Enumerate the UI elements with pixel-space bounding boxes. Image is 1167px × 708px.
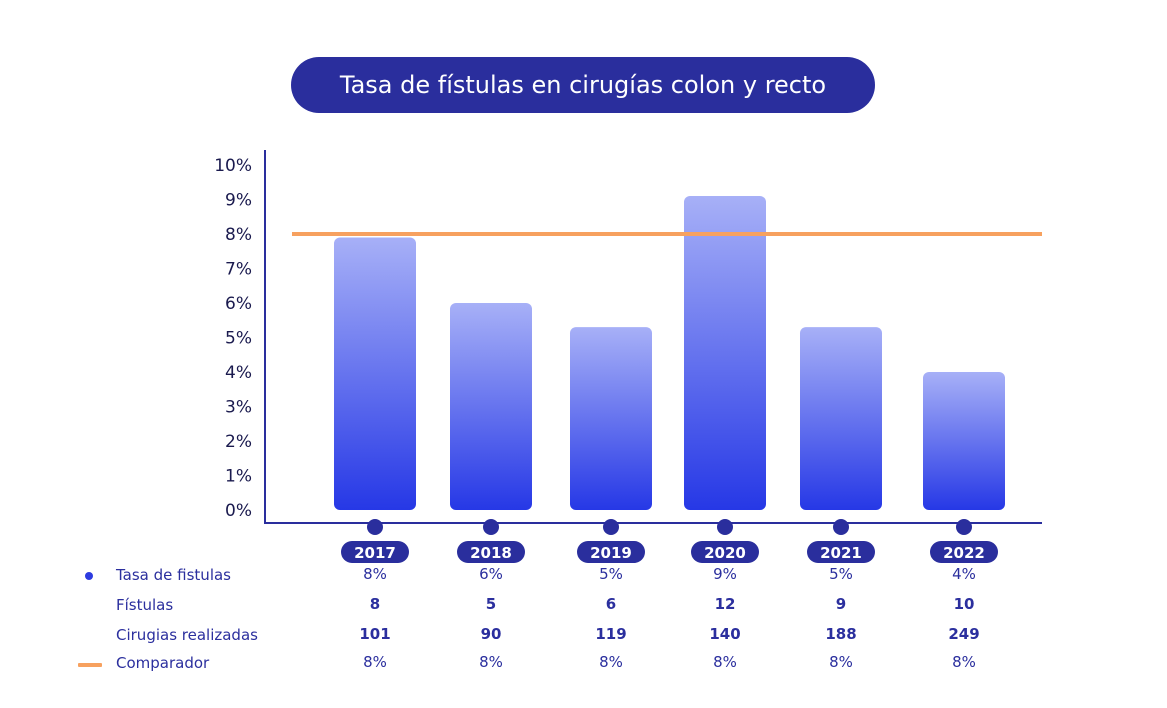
table-cell: 119 <box>595 625 627 643</box>
table-cell: 12 <box>714 595 736 613</box>
table-cell: 5% <box>829 565 853 583</box>
legend-dot-tasa <box>85 572 93 580</box>
table-cell: 140 <box>709 625 741 643</box>
table-cell: 5 <box>485 595 497 613</box>
year-pill-2019 <box>577 541 645 563</box>
x-axis-dot-2021 <box>833 519 849 535</box>
table-cell: 4% <box>952 565 976 583</box>
table-cell: 5% <box>599 565 623 583</box>
x-axis-dot-2019 <box>603 519 619 535</box>
year-pill-2022 <box>930 541 998 563</box>
x-tick-label: 2021 <box>820 544 862 562</box>
y-tick-label: 9% <box>225 191 252 211</box>
bar-2021 <box>800 327 882 510</box>
x-tick-label: 2020 <box>704 544 746 562</box>
y-tick-label: 2% <box>225 432 252 452</box>
x-tick-label: 2019 <box>590 544 632 562</box>
bar-2018 <box>450 303 532 510</box>
x-axis-dot-2018 <box>483 519 499 535</box>
year-pill-2021 <box>807 541 875 563</box>
table-cell: 9 <box>835 595 847 613</box>
table-cell: 249 <box>948 625 980 643</box>
table-cell: 101 <box>359 625 391 643</box>
table-cell: 8% <box>363 653 387 671</box>
y-tick-label: 0% <box>225 501 252 521</box>
legend-line-comparador <box>78 663 102 667</box>
bar-2017 <box>334 237 416 510</box>
year-pill-2017 <box>341 541 409 563</box>
table-cell: 8% <box>363 565 387 583</box>
x-tick-label: 2017 <box>354 544 396 562</box>
table-cell: 10 <box>953 595 975 613</box>
bar-2019 <box>570 327 652 510</box>
bar-2020 <box>684 196 766 511</box>
table-cell: 9% <box>713 565 737 583</box>
table-row-label: Tasa de fistulas <box>116 566 231 584</box>
table-cell: 188 <box>825 625 857 643</box>
bar-2022 <box>923 372 1005 510</box>
table-cell: 6 <box>605 595 617 613</box>
table-cell: 6% <box>479 565 503 583</box>
y-tick-label: 5% <box>225 329 252 349</box>
table-row-label: Cirugias realizadas <box>116 626 258 644</box>
y-tick-label: 3% <box>225 398 252 418</box>
x-axis-dot-2017 <box>367 519 383 535</box>
table-row-label: Fístulas <box>116 596 174 614</box>
x-axis-dot-2020 <box>717 519 733 535</box>
y-tick-label: 6% <box>225 294 252 314</box>
y-tick-label: 4% <box>225 363 252 383</box>
x-tick-label: 2018 <box>470 544 512 562</box>
year-pill-2020 <box>691 541 759 563</box>
y-tick-label: 1% <box>225 467 252 487</box>
y-tick-label: 10% <box>214 156 252 176</box>
table-cell: 90 <box>480 625 502 643</box>
table-cell: 8% <box>952 653 976 671</box>
table-row-label: Comparador <box>116 654 210 672</box>
x-axis-dot-2022 <box>956 519 972 535</box>
table-cell: 8% <box>479 653 503 671</box>
year-pill-2018 <box>457 541 525 563</box>
table-cell: 8% <box>829 653 853 671</box>
chart-title: Tasa de fístulas en cirugías colon y rec… <box>291 57 875 113</box>
table-cell: 8% <box>713 653 737 671</box>
y-tick-label: 8% <box>225 225 252 245</box>
table-cell: 8% <box>599 653 623 671</box>
y-tick-label: 7% <box>225 260 252 280</box>
x-tick-label: 2022 <box>943 544 985 562</box>
table-cell: 8 <box>369 595 381 613</box>
